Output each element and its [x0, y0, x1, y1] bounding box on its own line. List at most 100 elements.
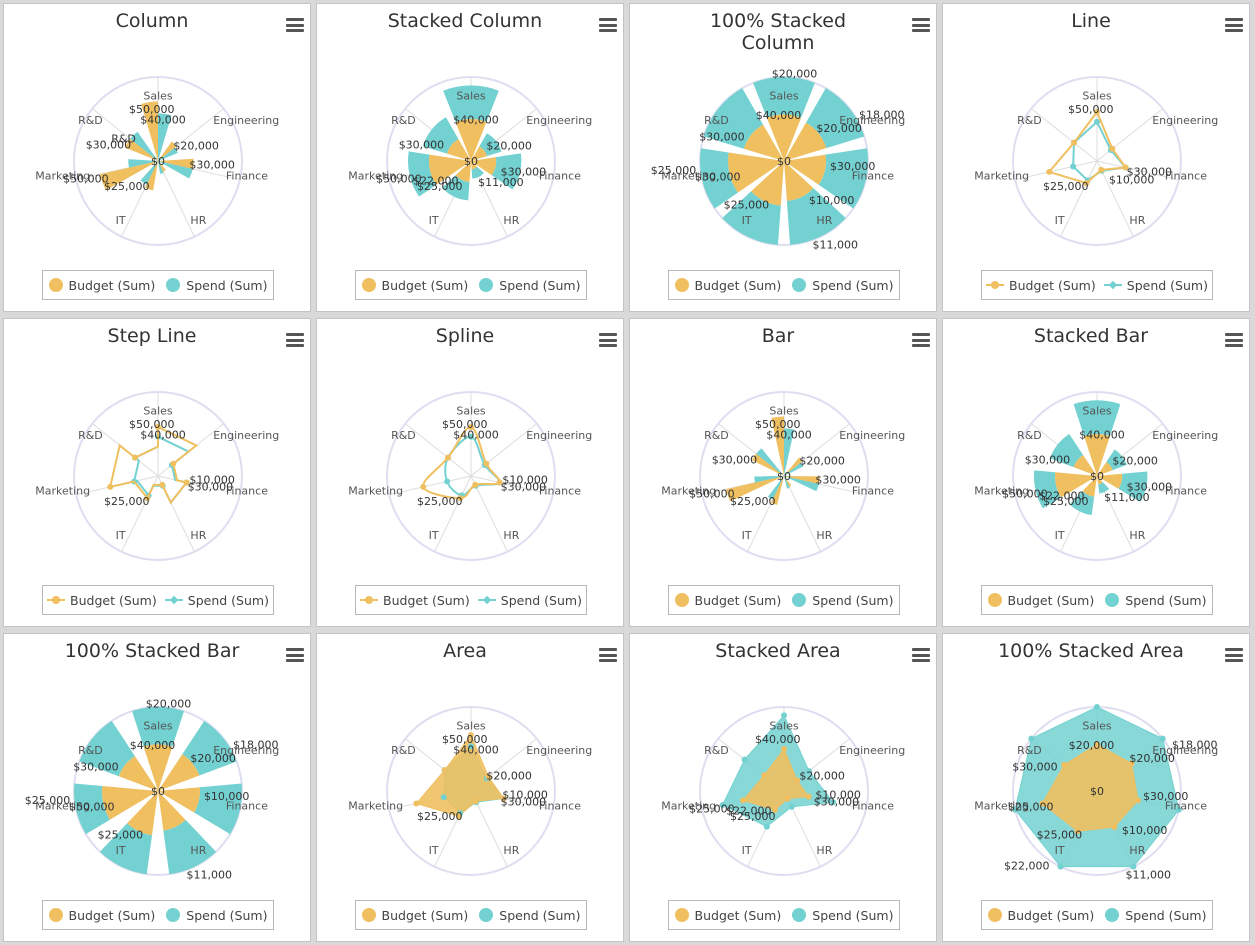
legend-item-budget[interactable]: Budget (Sum)	[674, 278, 781, 293]
category-label: HR	[190, 844, 206, 857]
legend-item-budget[interactable]: Budget (Sum)	[986, 278, 1096, 293]
data-label: $30,000	[695, 171, 741, 184]
data-label: $10,000	[204, 790, 250, 803]
budget-swatch-icon	[674, 908, 689, 922]
budget-area	[415, 733, 505, 817]
budget-bar	[471, 157, 497, 176]
hamburger-menu-icon[interactable]	[1225, 648, 1243, 662]
hamburger-menu-icon[interactable]	[912, 18, 930, 32]
data-label: $25,000	[104, 495, 150, 508]
spend-bar	[1069, 491, 1095, 516]
center-label: $0	[777, 155, 791, 168]
legend-label: Spend (Sum)	[499, 277, 581, 293]
hamburger-menu-icon[interactable]	[599, 333, 617, 347]
data-label: $30,000	[188, 481, 234, 494]
legend-item-spend[interactable]: Spend (Sum)	[792, 593, 893, 608]
budget-swatch-icon	[361, 278, 376, 292]
legend-item-budget[interactable]: Budget (Sum)	[674, 593, 781, 608]
hamburger-menu-icon[interactable]	[912, 648, 930, 662]
category-label: IT	[429, 844, 439, 857]
data-label: $50,000	[63, 173, 109, 186]
polar-spoke	[470, 475, 554, 496]
category-label: IT	[742, 214, 752, 227]
legend-item-budget[interactable]: Budget (Sum)	[674, 908, 781, 923]
data-label: $10,000	[809, 194, 855, 207]
budget-bar	[1097, 461, 1113, 476]
category-label: Marketing	[35, 800, 90, 813]
polar-spoke	[1060, 160, 1098, 237]
category-label: Finance	[539, 170, 581, 183]
category-label: HR	[1129, 529, 1145, 542]
budget-point	[445, 454, 452, 461]
spend-bar	[1073, 400, 1121, 437]
legend-item-spend[interactable]: Spend (Sum)	[164, 593, 269, 608]
data-label: $25,000	[98, 829, 144, 842]
spend-bar	[158, 113, 172, 161]
budget-point	[107, 483, 114, 490]
spend-bar	[158, 161, 193, 179]
legend-item-spend[interactable]: Spend (Sum)	[166, 278, 267, 293]
legend-item-spend[interactable]: Spend (Sum)	[1105, 908, 1206, 923]
hamburger-menu-icon[interactable]	[286, 333, 304, 347]
budget-bar	[784, 161, 814, 201]
hamburger-menu-icon[interactable]	[912, 333, 930, 347]
legend-item-spend[interactable]: Spend (Sum)	[166, 908, 267, 923]
legend-label: Spend (Sum)	[1125, 592, 1207, 608]
data-label: $40,000	[766, 428, 812, 441]
budget-point	[132, 454, 139, 461]
budget-point	[740, 797, 747, 804]
chart-title: 100% Stacked Bar	[64, 640, 240, 662]
legend-item-budget[interactable]: Budget (Sum)	[360, 593, 470, 608]
spend-bar	[700, 148, 738, 209]
legend-item-budget[interactable]: Budget (Sum)	[361, 278, 468, 293]
chart-panel: Column Sales Engineering Finance HR IT Marketi…	[3, 3, 311, 312]
category-label: Marketing	[661, 800, 716, 813]
category-label: Marketing	[348, 800, 403, 813]
hamburger-menu-icon[interactable]	[286, 648, 304, 662]
budget-bar	[1097, 476, 1103, 485]
data-label: $22,000	[1039, 489, 1085, 502]
spend-bar	[786, 188, 846, 245]
hamburger-menu-icon[interactable]	[1225, 18, 1243, 32]
spend-swatch-icon	[164, 593, 183, 607]
category-label: Sales	[1082, 719, 1112, 732]
legend-item-budget[interactable]: Budget (Sum)	[48, 908, 155, 923]
legend-item-budget[interactable]: Budget (Sum)	[987, 593, 1094, 608]
legend-item-budget[interactable]: Budget (Sum)	[987, 908, 1094, 923]
budget-point	[441, 767, 448, 774]
hamburger-menu-icon[interactable]	[599, 648, 617, 662]
budget-bar	[429, 154, 471, 185]
polar-chart: Sales Engineering Finance HR IT Marketing R&D $…	[651, 67, 905, 251]
legend-item-spend[interactable]: Spend (Sum)	[479, 278, 580, 293]
legend-item-spend[interactable]: Spend (Sum)	[792, 908, 893, 923]
data-label: $25,000	[417, 810, 463, 823]
budget-bar	[728, 152, 784, 193]
legend-item-budget[interactable]: Budget (Sum)	[361, 908, 468, 923]
chart-legend: Budget (Sum) Spend (Sum)	[981, 585, 1213, 615]
category-label: IT	[429, 529, 439, 542]
budget-bar	[446, 139, 471, 161]
budget-point	[496, 479, 503, 486]
polar-spoke	[1096, 108, 1163, 162]
legend-item-spend[interactable]: Spend (Sum)	[1103, 278, 1208, 293]
legend-item-spend[interactable]: Spend (Sum)	[479, 908, 580, 923]
hamburger-menu-icon[interactable]	[286, 18, 304, 32]
legend-item-spend[interactable]: Spend (Sum)	[477, 593, 582, 608]
hamburger-menu-icon[interactable]	[1225, 333, 1243, 347]
legend-item-spend[interactable]: Spend (Sum)	[792, 278, 893, 293]
spend-bar	[784, 428, 795, 476]
budget-swatch-icon	[674, 278, 689, 292]
legend-item-budget[interactable]: Budget (Sum)	[47, 593, 157, 608]
legend-item-spend[interactable]: Spend (Sum)	[1105, 593, 1206, 608]
spend-swatch-icon	[1103, 278, 1122, 292]
data-label: $22,000	[413, 174, 459, 187]
budget-point	[794, 777, 801, 784]
budget-point	[805, 793, 812, 800]
data-label: $20,000	[1112, 454, 1158, 467]
legend-item-budget[interactable]: Budget (Sum)	[48, 278, 155, 293]
category-label: Sales	[1082, 89, 1112, 102]
hamburger-menu-icon[interactable]	[599, 18, 617, 32]
polar-chart: Sales Engineering Finance HR IT Marketing R&D $…	[974, 704, 1218, 881]
category-label: Marketing	[35, 485, 90, 498]
budget-swatch-icon	[360, 593, 379, 607]
